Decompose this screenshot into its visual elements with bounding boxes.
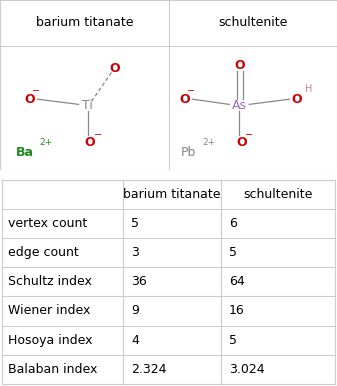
Text: schultenite: schultenite (243, 188, 312, 201)
Text: O: O (236, 136, 247, 149)
Text: Ti: Ti (82, 99, 93, 112)
Text: O: O (179, 93, 190, 106)
Text: 36: 36 (131, 275, 147, 288)
Text: 64: 64 (229, 275, 244, 288)
Text: O: O (234, 59, 245, 72)
Text: barium titanate: barium titanate (123, 188, 221, 201)
Text: O: O (109, 62, 120, 74)
Text: 2+: 2+ (203, 138, 215, 147)
Text: H: H (305, 84, 312, 94)
Text: 5: 5 (229, 334, 237, 347)
Text: 4: 4 (131, 334, 139, 347)
Text: O: O (24, 93, 35, 106)
Text: As: As (232, 99, 247, 112)
Text: vertex count: vertex count (8, 217, 87, 230)
Text: Hosoya index: Hosoya index (8, 334, 92, 347)
Text: −: − (32, 86, 40, 96)
Text: Wiener index: Wiener index (8, 305, 90, 318)
Text: 3: 3 (131, 246, 139, 259)
Text: Balaban index: Balaban index (8, 363, 97, 376)
Text: 5: 5 (131, 217, 139, 230)
Text: Ba: Ba (16, 146, 34, 159)
Text: −: − (94, 130, 102, 140)
Text: schultenite: schultenite (218, 17, 287, 29)
Text: Schultz index: Schultz index (8, 275, 92, 288)
Text: −: − (245, 130, 253, 140)
Text: 6: 6 (229, 217, 237, 230)
Text: 5: 5 (229, 246, 237, 259)
Text: 9: 9 (131, 305, 139, 318)
Text: edge count: edge count (8, 246, 79, 259)
Text: O: O (291, 93, 302, 106)
Text: 2+: 2+ (39, 138, 52, 147)
Text: Pb: Pb (181, 146, 196, 159)
Text: 3.024: 3.024 (229, 363, 264, 376)
Text: 2.324: 2.324 (131, 363, 166, 376)
Text: −: − (187, 86, 195, 96)
Text: barium titanate: barium titanate (35, 17, 133, 29)
Text: 16: 16 (229, 305, 244, 318)
Text: O: O (84, 136, 95, 149)
